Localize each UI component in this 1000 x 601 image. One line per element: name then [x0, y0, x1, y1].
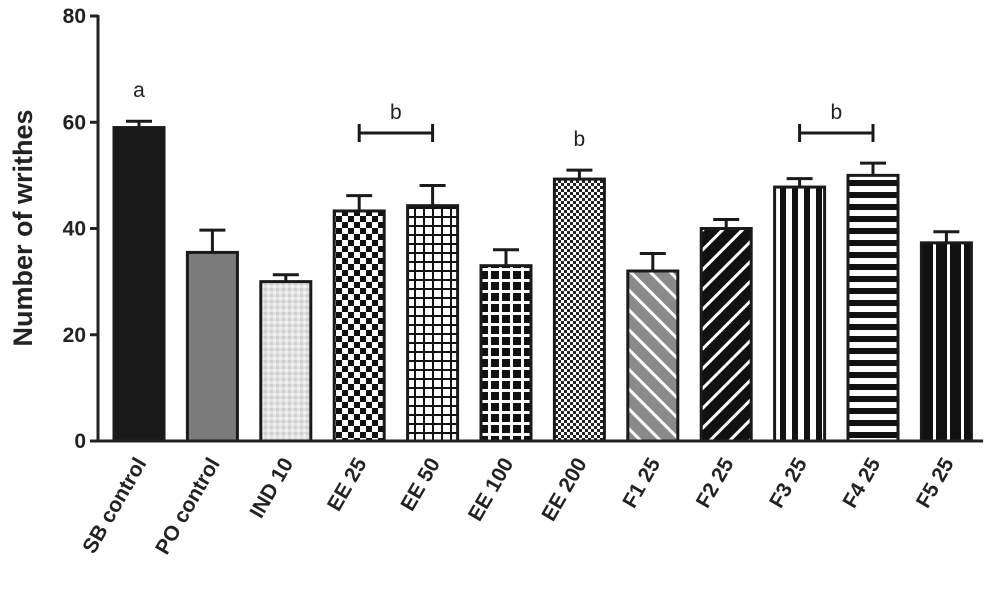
x-tick-label: EE 25 [323, 454, 372, 515]
y-tick-label: 80 [63, 5, 86, 28]
y-axis-title: Number of writhes [8, 109, 38, 346]
x-tick-label: F5 25 [912, 454, 959, 512]
bar [406, 204, 460, 443]
bars [112, 126, 973, 443]
y-tick-label: 20 [63, 324, 86, 347]
x-tick-label: F1 25 [618, 454, 665, 512]
x-tick-label: EE 50 [396, 454, 445, 515]
x-tick-label: IND 10 [246, 454, 299, 522]
bar [626, 269, 680, 443]
significance-label: b [390, 101, 402, 124]
x-tick-label: F3 25 [765, 454, 812, 512]
bar [112, 126, 166, 443]
y-tick-label: 60 [63, 111, 86, 134]
error-bars [126, 119, 960, 282]
annotations: a b b b [133, 79, 875, 151]
x-tick-label: F4 25 [839, 454, 886, 512]
bar [185, 250, 239, 443]
y-axis: 0 20 40 60 80 [63, 5, 100, 453]
bar [332, 209, 386, 443]
bar [846, 173, 900, 443]
bar [479, 264, 533, 443]
significance-label: b [830, 101, 842, 124]
x-tick-label: EE 100 [464, 454, 518, 525]
y-tick-label: 0 [74, 430, 86, 453]
significance-label: a [133, 79, 145, 102]
x-tick-label: SB control [78, 454, 151, 557]
bar [699, 227, 753, 443]
x-tick-label: PO control [151, 454, 225, 558]
x-tick-label: EE 200 [537, 454, 591, 525]
category-labels: SB control PO control IND 10 EE 25 EE 50 EE 1… [78, 454, 959, 559]
x-tick-label: F2 25 [692, 454, 739, 512]
bar [552, 177, 606, 443]
significance-label: b [574, 128, 586, 151]
bar [259, 280, 313, 443]
bar [773, 185, 827, 443]
y-tick-label: 40 [63, 218, 86, 241]
bar [919, 241, 973, 443]
